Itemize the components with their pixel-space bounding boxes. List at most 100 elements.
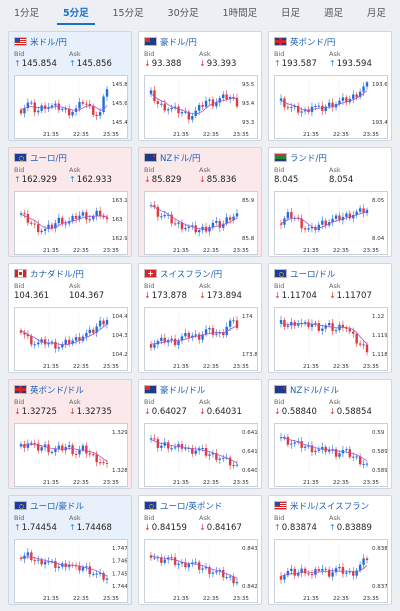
candle-body: [218, 458, 221, 460]
rate-card[interactable]: ランド/円 Bid Ask 8.045 8.054 8.05 8.04 21:35 22:35 2…: [268, 147, 392, 257]
rate-card[interactable]: ユーロ/ドル Bid Ask ↓1.11704 ↓1.11707 1.12 1.119 1.1…: [268, 263, 392, 373]
currency-pair-link[interactable]: 豪ドル/ドル: [160, 385, 206, 396]
rate-card[interactable]: ユーロ/豪ドル Bid Ask ↑1.74454 ↑1.74468 1.747 1.746 1…: [8, 495, 132, 605]
price-tick-label: 174: [242, 314, 253, 320]
mini-candlestick-chart[interactable]: 145.8 145.6 145.4 21:35 22:35 23:35: [14, 75, 128, 139]
candle-body: [208, 99, 211, 101]
currency-pair-link[interactable]: 米ドル/スイスフラン: [290, 501, 370, 512]
time-tick-label: 23:35: [103, 364, 119, 370]
currency-pair-link[interactable]: 米ドル/円: [30, 37, 67, 48]
candle-body: [187, 226, 191, 228]
mini-candlestick-chart[interactable]: 85.9 85.8 21:35 22:35 23:35: [144, 191, 258, 255]
mini-candlestick-chart[interactable]: 1.329 1.328 21:35 22:35 23:35: [14, 423, 128, 487]
candle-body: [173, 223, 177, 225]
tab-5[interactable]: 日足: [281, 8, 301, 19]
mini-candlestick-chart[interactable]: 163.1 163 162.9 21:35 22:35 23:35: [14, 191, 128, 255]
mini-candlestick-chart[interactable]: 104.4 104.3 104.2 21:35 22:35 23:35: [14, 307, 128, 371]
mini-candlestick-chart[interactable]: 193.6 193.4 21:35 22:35 23:35: [274, 75, 388, 139]
candle-body: [211, 328, 215, 335]
rate-card[interactable]: ユーロ/円 Bid Ask ↑162.929 ↑162.933 163.1 163 162.9…: [8, 147, 132, 257]
rate-card[interactable]: 豪ドル/円 Bid Ask ↓93.388 ↓93.393 93.5 93.4 93.3 21:…: [138, 31, 262, 141]
mini-candlestick-chart[interactable]: 0.838 0.837 21:35 22:35 23:35: [274, 539, 388, 603]
ask-label: Ask: [69, 514, 81, 522]
timeframe-tabs: 1分足 5分足 15分足 30分足 1時間足 日足 週足 月足: [8, 3, 392, 25]
currency-pair-link[interactable]: ユーロ/円: [30, 153, 67, 164]
currency-pair-link[interactable]: カナダドル/円: [30, 269, 84, 280]
tab-3[interactable]: 30分足: [167, 8, 199, 19]
candle-body: [74, 453, 78, 455]
currency-pair-link[interactable]: 英ポンド/ドル: [30, 385, 84, 396]
rate-card[interactable]: NZドル/円 Bid Ask ↓85.829 ↓85.836 85.9 85.8 21:35 2…: [138, 147, 262, 257]
rate-card[interactable]: ユーロ/英ポンド Bid Ask ↓0.84159 ↓0.84167 0.843 0.842…: [138, 495, 262, 605]
candle-body: [57, 217, 61, 224]
tab-6[interactable]: 週足: [323, 8, 343, 19]
candle-body: [283, 320, 286, 327]
rate-card[interactable]: 米ドル/円 Bid Ask ↑145.854 ↑145.856 145.8 145.6 145…: [8, 31, 132, 141]
time-tick-label: 21:35: [43, 480, 59, 486]
mini-candlestick-chart[interactable]: 0.6415 0.641 0.6405 21:35 22:35 23:35: [144, 423, 258, 487]
currency-pair-link[interactable]: NZドル/ドル: [290, 385, 340, 396]
rate-card[interactable]: 英ポンド/円 Bid Ask ↑193.587 ↑193.594 193.6 193.4 21…: [268, 31, 392, 141]
ask-value: ↓1.11707: [329, 290, 372, 301]
candle-body: [57, 347, 61, 349]
currency-pair-link[interactable]: ユーロ/ドル: [290, 269, 336, 280]
candle-body: [362, 344, 365, 346]
currency-pair-link[interactable]: ユーロ/豪ドル: [30, 501, 84, 512]
bid-value: ↓93.388: [144, 58, 182, 69]
rate-card[interactable]: スイスフラン/円 Bid Ask ↓173.878 ↓173.894 174 173.8 21…: [138, 263, 262, 373]
mini-candlestick-chart[interactable]: 0.59 0.5895 0.589 21:35 22:35 23:35: [274, 423, 388, 487]
quote-values: 104.361 104.367: [14, 290, 126, 301]
candle-body: [170, 557, 173, 559]
rate-card[interactable]: 英ポンド/ドル Bid Ask ↓1.32725 ↓1.32735 1.329 1.328 2…: [8, 379, 132, 489]
candle-body: [105, 462, 109, 464]
currency-pair-link[interactable]: NZドル/円: [160, 153, 201, 164]
mini-candlestick-chart[interactable]: 8.05 8.04 21:35 22:35 23:35: [274, 191, 388, 255]
quote-labels: Bid Ask: [14, 50, 126, 58]
mini-candlestick-chart[interactable]: 1.12 1.119 1.118 21:35 22:35 23:35: [274, 307, 388, 371]
candle-body: [37, 110, 40, 113]
currency-pair-link[interactable]: ランド/円: [290, 153, 327, 164]
candle-body: [184, 562, 187, 568]
flag-icon: [274, 385, 287, 394]
rate-card[interactable]: 米ドル/スイスフラン Bid Ask ↑0.83874 ↑0.83889 0.838 0.8…: [268, 495, 392, 605]
tab-7[interactable]: 月足: [366, 8, 386, 19]
candle-body: [204, 100, 208, 107]
candle-body: [153, 557, 156, 559]
candle-body: [67, 564, 71, 568]
mini-candlestick-chart[interactable]: 174 173.8 21:35 22:35 23:35: [144, 307, 258, 371]
mini-candlestick-chart[interactable]: 0.843 0.842 21:35 22:35 23:35: [144, 539, 258, 603]
moving-average-line: [20, 323, 108, 346]
mini-candlestick-chart[interactable]: 93.5 93.4 93.3 21:35 22:35 23:35: [144, 75, 258, 139]
chart-svg: 145.8 145.6 145.4 21:35 22:35 23:35: [19, 80, 127, 138]
candle-body: [317, 569, 321, 571]
currency-pair-link[interactable]: スイスフラン/円: [160, 269, 223, 280]
candle-body: [78, 102, 81, 109]
moving-average-line: [150, 93, 238, 115]
rate-card[interactable]: カナダドル/円 Bid Ask 104.361 104.367 104.4 104.3 104…: [8, 263, 132, 373]
tab-4[interactable]: 1時間足: [222, 8, 258, 19]
direction-up-icon: ↑: [69, 522, 76, 532]
candle-body: [47, 444, 50, 453]
currency-pair-link[interactable]: 英ポンド/円: [290, 37, 336, 48]
rate-card[interactable]: 豪ドル/ドルBidAsk↓0.64027↓0.640310.64150.6410…: [138, 379, 262, 489]
time-tick-label: 21:35: [43, 364, 59, 370]
direction-down-icon: ↓: [199, 290, 206, 300]
currency-pair-link[interactable]: 豪ドル/円: [160, 37, 197, 48]
candle-body: [184, 111, 187, 113]
tab-2[interactable]: 15分足: [112, 8, 144, 19]
moving-average-line: [150, 555, 238, 579]
card-title-row: 豪ドル/円: [144, 35, 256, 48]
candle-body: [173, 447, 177, 449]
candle-body: [331, 572, 334, 577]
direction-down-icon: ↓: [144, 522, 151, 532]
flag-icon: [14, 501, 27, 510]
tab-0[interactable]: 1分足: [14, 8, 40, 19]
tab-1[interactable]: 5分足: [56, 3, 95, 25]
candle-body: [310, 574, 314, 576]
candle-body: [30, 102, 33, 104]
rate-card[interactable]: NZドル/ドルBidAsk↓0.58840↓0.588540.590.58950…: [268, 379, 392, 489]
card-title-row: 米ドル/円: [14, 35, 126, 48]
currency-pair-link[interactable]: ユーロ/英ポンド: [160, 501, 223, 512]
candle-body: [187, 563, 191, 568]
mini-candlestick-chart[interactable]: 1.747 1.746 1.745 1.744 21:35 22:35 23:35: [14, 539, 128, 603]
